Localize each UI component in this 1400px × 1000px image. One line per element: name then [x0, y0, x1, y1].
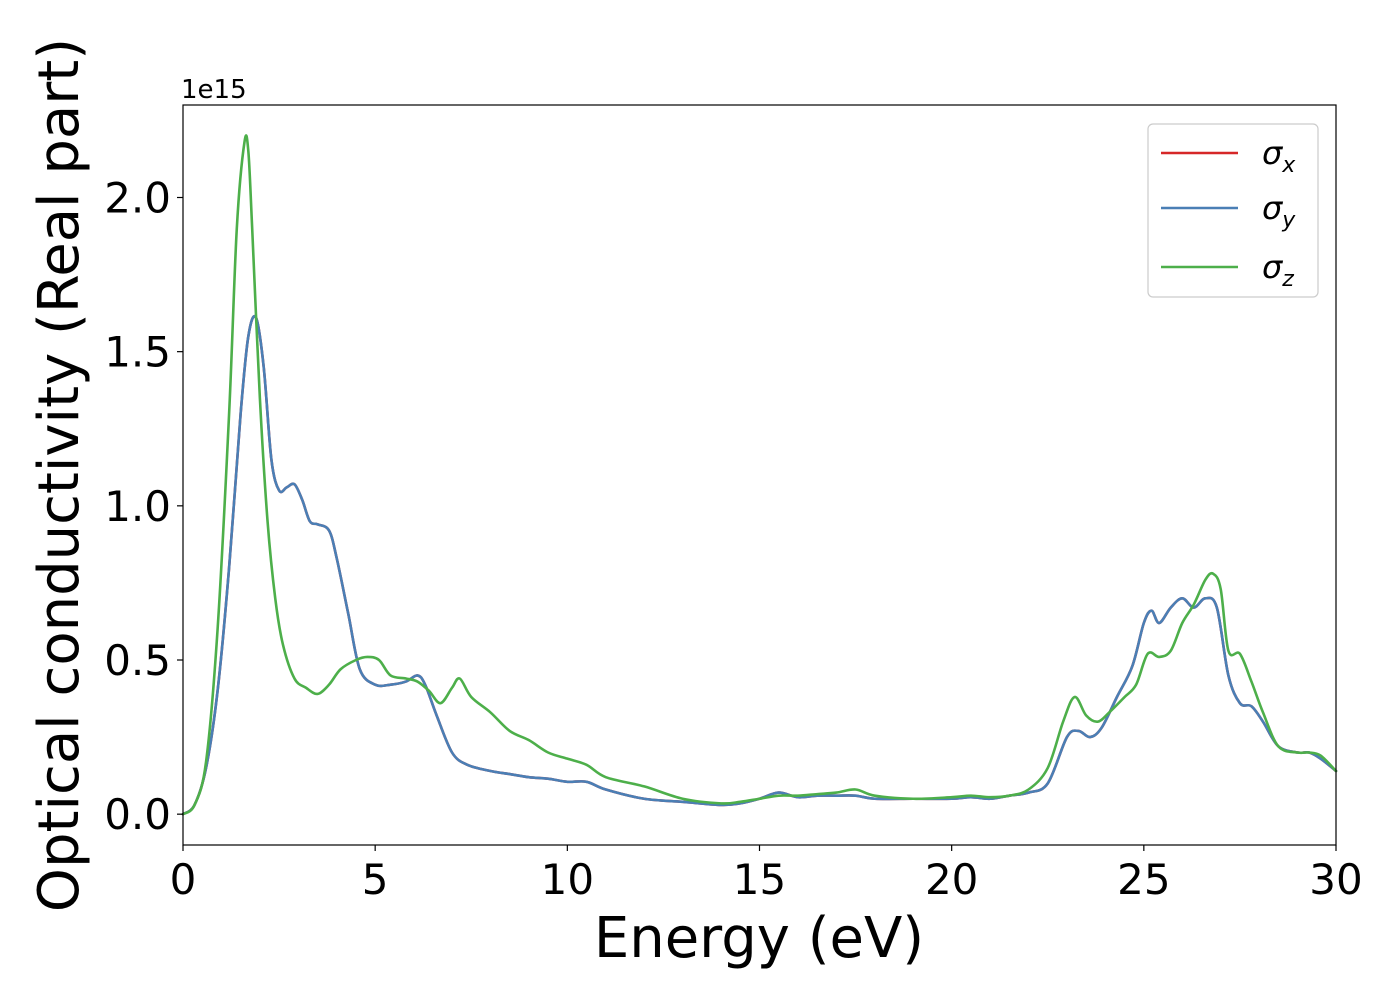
x-tick-label: 15 [733, 855, 786, 904]
legend-label-y: σy [1262, 189, 1296, 233]
legend-symbol: σ [1262, 189, 1284, 227]
legend-label-x: σx [1262, 134, 1296, 178]
series-line-y [181, 314, 1338, 816]
x-axis-title: Energy (eV) [594, 906, 924, 971]
y-tick-label: 1.5 [104, 328, 171, 377]
y-axis: 0.0 0.5 1.0 1.5 2.0 [104, 174, 183, 839]
y-tick-label: 1.0 [104, 482, 171, 531]
x-tick-label: 5 [362, 855, 389, 904]
y-tick-label: 0.0 [104, 790, 171, 839]
series-layer [181, 134, 1338, 816]
legend-subscript: z [1281, 267, 1294, 292]
series-line-z [181, 134, 1338, 816]
legend-label-z: σz [1262, 248, 1294, 292]
legend-subscript: x [1281, 153, 1296, 178]
x-tick-label: 20 [925, 855, 978, 904]
legend-box [1147, 123, 1319, 298]
y-axis-title: Optical conductivity (Real part) [27, 38, 92, 912]
legend-subscript: y [1281, 208, 1296, 233]
plot-background [183, 105, 1336, 845]
legend-symbol: σ [1262, 134, 1284, 172]
x-tick-label: 0 [170, 855, 197, 904]
y-tick-label: 0.5 [104, 636, 171, 685]
x-axis: 0 5 10 15 20 25 30 [170, 845, 1363, 904]
legend-symbol: σ [1262, 248, 1284, 286]
y-tick-label: 2.0 [104, 174, 171, 223]
x-tick-label: 25 [1117, 855, 1170, 904]
y-offset-label: 1e15 [181, 75, 247, 105]
x-tick-label: 10 [541, 855, 594, 904]
x-tick-label: 30 [1309, 855, 1362, 904]
